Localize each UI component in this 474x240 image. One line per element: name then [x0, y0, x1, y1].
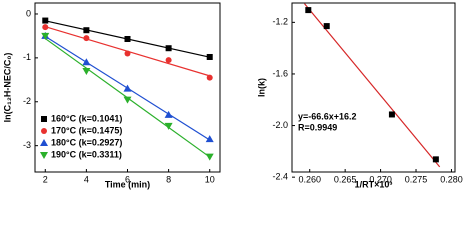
marker	[82, 68, 91, 76]
marker	[83, 27, 90, 34]
x-tick-label: 0.265	[334, 174, 357, 184]
x-tick-label: 10	[205, 174, 215, 184]
legend-label: 180°C (k=0.2927)	[51, 137, 122, 147]
y-tick-label: -2.4	[272, 172, 288, 182]
figure: 2 4 6 8 10 0 -1 -2 -3 Time (min) ln(C₁₂H-NEC/C₀) 16…	[2, 2, 463, 189]
y-tick-label: -3	[23, 140, 31, 150]
marker	[123, 96, 132, 104]
marker	[40, 139, 48, 146]
x-tick-label: 2	[43, 174, 48, 184]
marker	[206, 53, 213, 60]
y-tick-label: -1.6	[272, 68, 288, 78]
annotation: R=0.9949	[298, 122, 337, 132]
y-tick-label: 0	[26, 8, 31, 18]
fit-line	[304, 3, 441, 168]
annotation: y=-66.6x+16.2	[298, 111, 357, 121]
marker	[42, 24, 49, 31]
y-tick-label: -2.0	[272, 120, 288, 130]
marker	[205, 135, 214, 143]
x-axis-label: Time (min)	[105, 179, 150, 189]
marker	[83, 35, 90, 42]
marker	[40, 152, 48, 159]
x-tick-label: 0.280	[440, 174, 463, 184]
plot-frame	[291, 2, 456, 173]
marker	[432, 156, 439, 163]
legend-label: 160°C (k=0.1041)	[51, 113, 122, 123]
marker	[205, 153, 214, 161]
y-axis-label: ln(k)	[256, 78, 266, 97]
marker	[41, 116, 47, 122]
marker	[165, 45, 172, 52]
marker	[388, 111, 395, 118]
marker	[41, 128, 47, 134]
x-tick-label: 6	[125, 174, 130, 184]
y-tick-label: -1	[23, 52, 31, 62]
marker	[165, 57, 172, 64]
marker	[323, 23, 330, 30]
x-tick-label: 0.275	[405, 174, 428, 184]
x-tick-label: 0.270	[369, 174, 392, 184]
marker	[124, 50, 131, 57]
marker	[123, 84, 132, 92]
marker	[164, 122, 173, 130]
x-tick-label: 8	[166, 174, 171, 184]
legend-label: 190°C (k=0.3311)	[51, 149, 122, 159]
x-tick-label: 4	[84, 174, 89, 184]
marker	[42, 17, 49, 24]
marker	[124, 35, 131, 42]
y-axis-label: ln(C₁₂H-NEC/C₀)	[2, 53, 12, 123]
marker	[305, 7, 312, 14]
marker	[206, 74, 213, 81]
marker	[164, 110, 173, 118]
x-tick-label: 0.260	[298, 174, 321, 184]
marker	[41, 32, 50, 40]
legend-label: 170°C (k=0.1475)	[51, 125, 122, 135]
x-axis-label: 1/RT×10³	[355, 179, 393, 189]
y-tick-label: -1.2	[272, 17, 288, 27]
y-tick-label: -2	[23, 96, 31, 106]
marker	[82, 58, 91, 66]
